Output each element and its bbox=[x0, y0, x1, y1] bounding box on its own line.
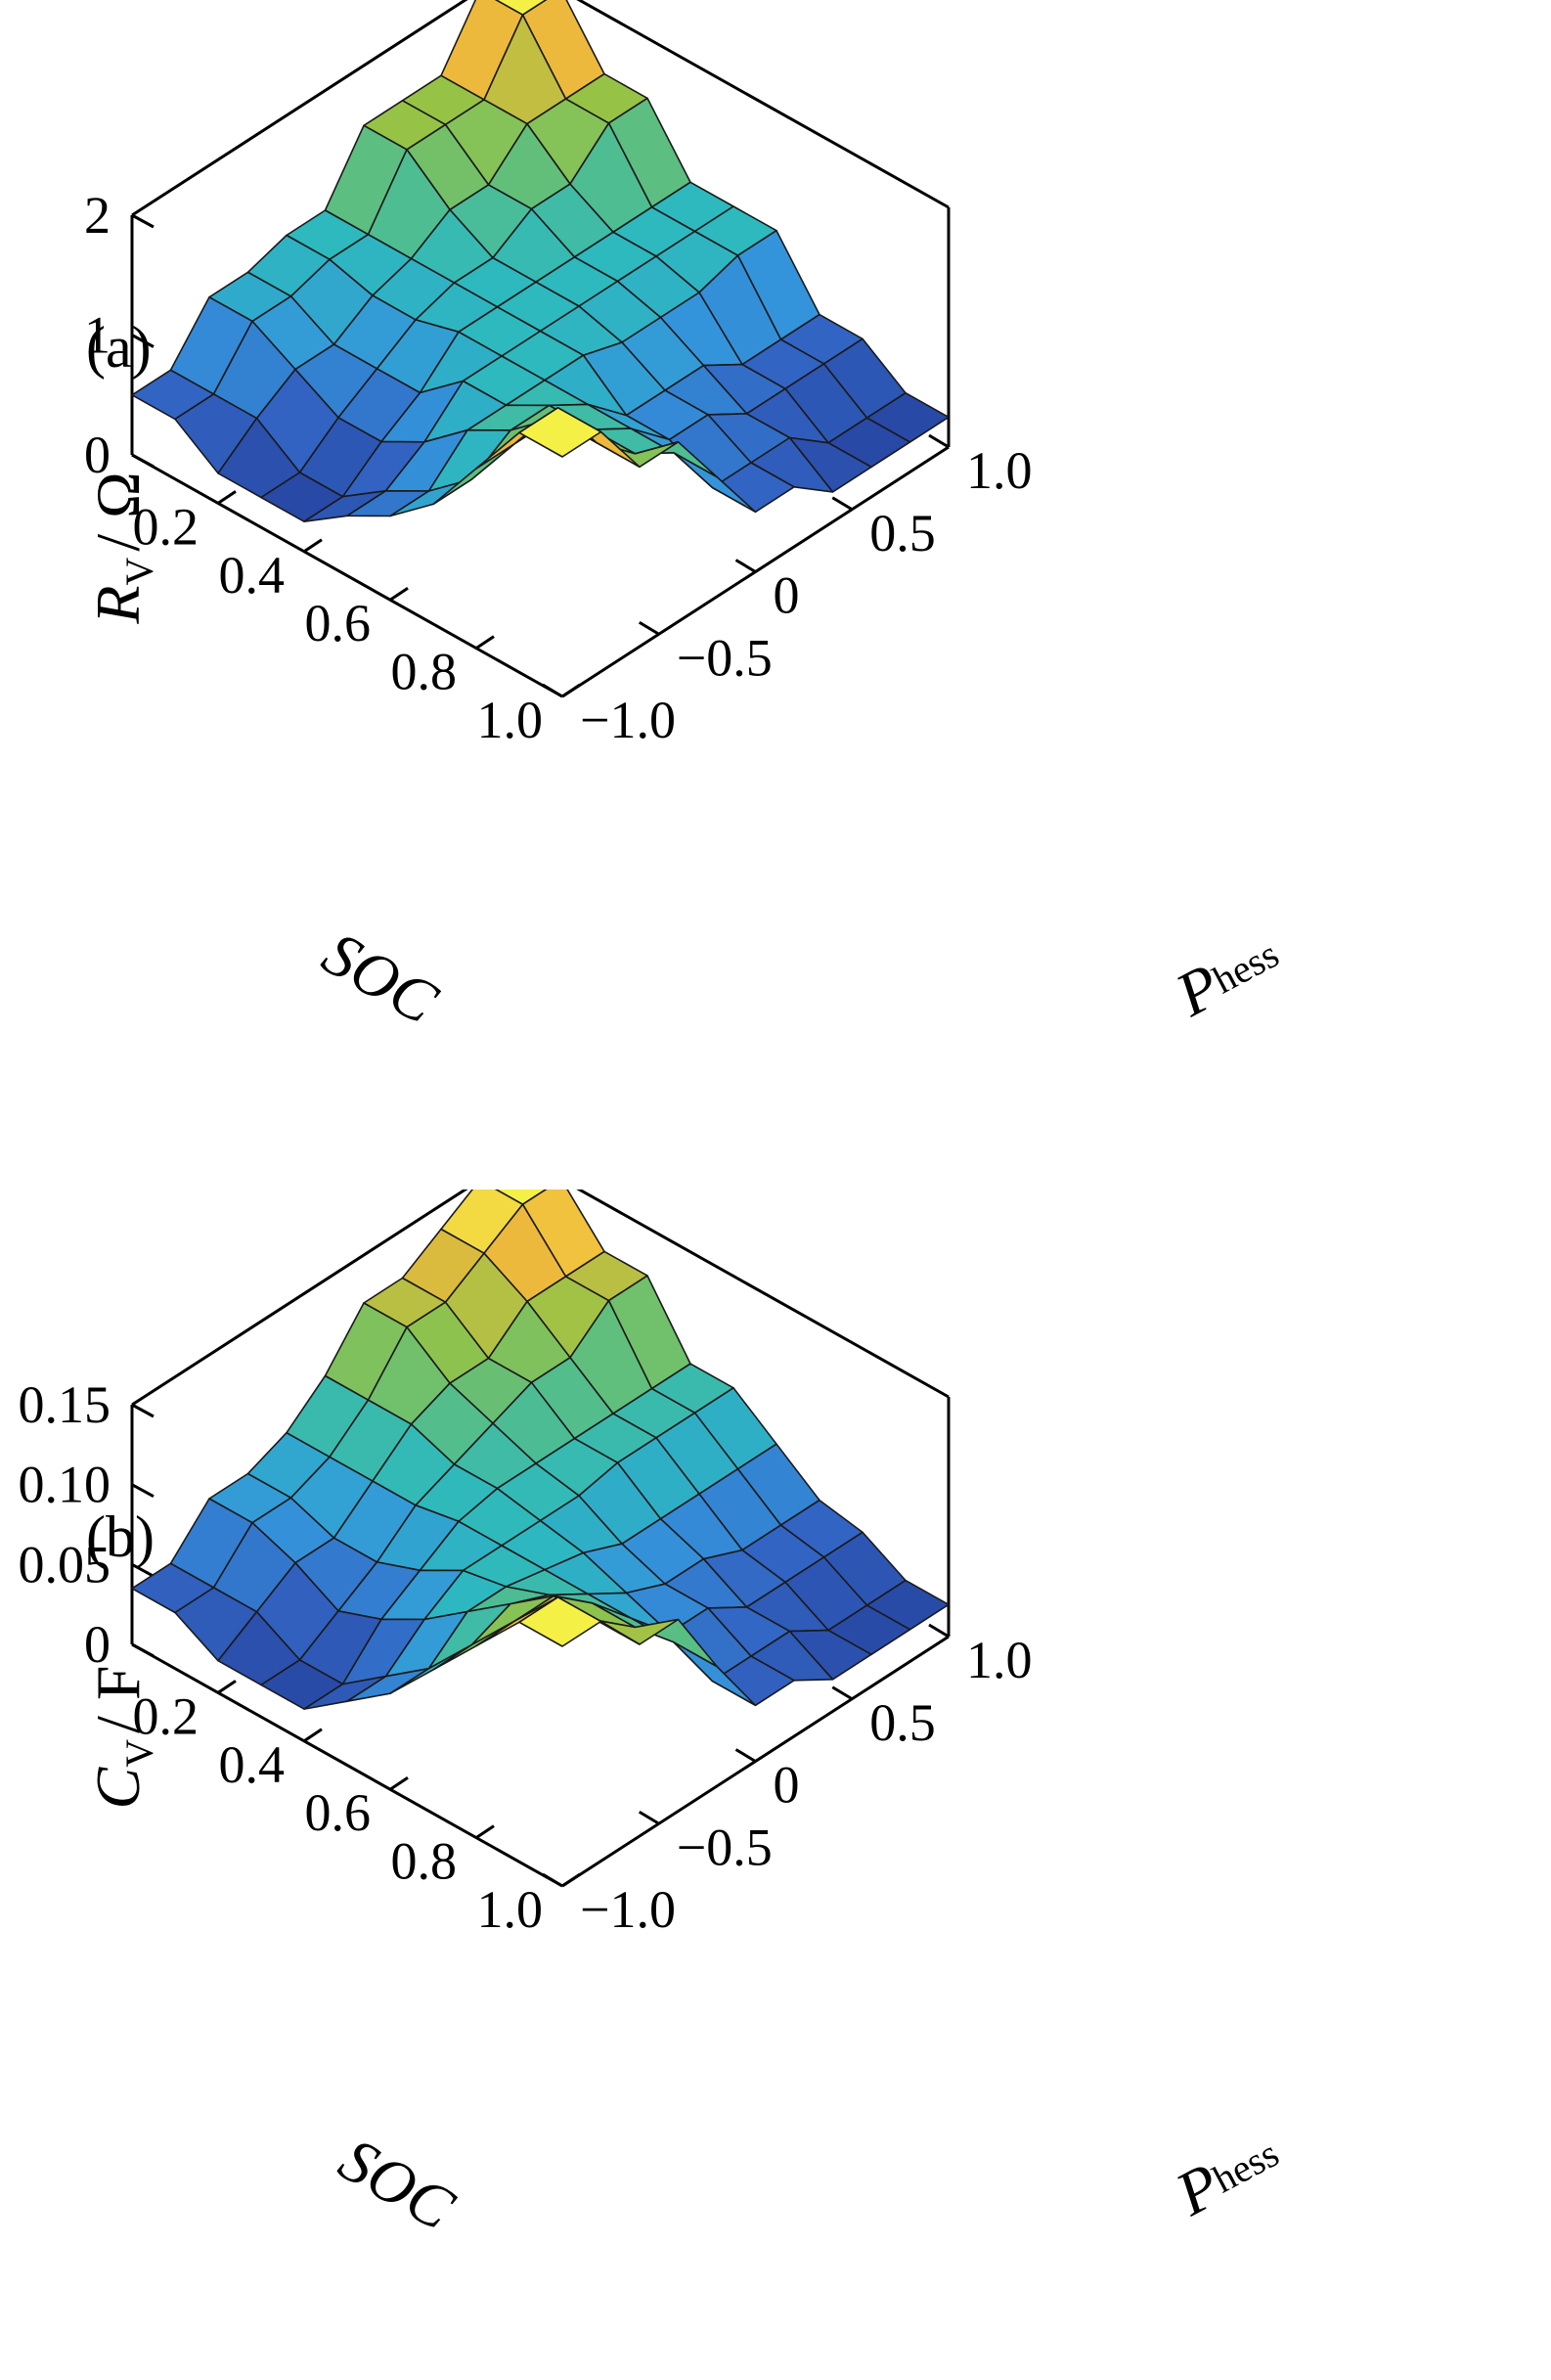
soc-tick-label: 1.0 bbox=[477, 691, 544, 749]
soc-tick-label: 0.4 bbox=[219, 1735, 286, 1794]
z-axis-label-symbol: C bbox=[83, 1766, 153, 1809]
surface-a bbox=[131, 0, 950, 523]
soc-tick-label: 0.4 bbox=[219, 546, 286, 605]
soc-tick-label: 1.0 bbox=[477, 1880, 544, 1939]
z-tick-mark bbox=[131, 1403, 155, 1418]
soc-tick-mark bbox=[561, 1872, 581, 1888]
soc-tick-mark bbox=[389, 586, 409, 602]
soc-tick-label: 0.2 bbox=[133, 497, 199, 556]
soc-tick-label: 0.2 bbox=[133, 1686, 199, 1745]
phess-tick-label: 0.5 bbox=[869, 1693, 936, 1752]
soc-tick-mark bbox=[217, 490, 237, 505]
soc-tick-mark bbox=[217, 1680, 237, 1694]
surface-plot-b: 00.050.100.150.20.40.60.81.0 −1.0−0.500.5… bbox=[19, 1190, 1291, 2244]
phess-tick-mark bbox=[638, 1810, 660, 1825]
z-axis-label: RV / Ω bbox=[83, 472, 161, 624]
soc-tick-mark bbox=[475, 1824, 495, 1839]
soc-axis-label: SOC bbox=[312, 918, 450, 1038]
panel-label: (a) bbox=[86, 315, 152, 380]
phess-tick-mark bbox=[542, 683, 563, 698]
panel-a: 0 1 2 0.2 0.4 0.6 0.8 1.0 −1.0 −0.5 0 0.5 1.0 (a) RV/ … bbox=[83, 0, 1291, 1038]
axes-box-b bbox=[130, 1190, 951, 1658]
front-axes-a bbox=[131, 433, 950, 698]
phess-tick-label: −1.0 bbox=[580, 691, 676, 749]
z-axis-label: CV / F bbox=[83, 1666, 161, 1810]
phess-tick-label: 1.0 bbox=[966, 441, 1033, 500]
soc-tick-mark bbox=[475, 635, 495, 650]
phess-tick-mark bbox=[928, 433, 950, 449]
z-tick-mark bbox=[131, 1483, 155, 1498]
phess-axis-label: Phess bbox=[1164, 2118, 1291, 2229]
soc-tick-mark bbox=[561, 683, 581, 698]
phess-tick-mark bbox=[734, 1748, 757, 1763]
z-tick-label: 0 bbox=[84, 1615, 111, 1674]
z-tick-mark bbox=[131, 334, 155, 348]
z-axis-label-subscript: V bbox=[117, 558, 161, 586]
axes-box-a bbox=[130, 0, 951, 469]
z-axis-label-unit: / F bbox=[83, 1666, 153, 1733]
soc-tick-mark bbox=[303, 538, 323, 554]
phess-tick-mark bbox=[734, 559, 757, 573]
phess-tick-label: 0 bbox=[774, 1756, 800, 1815]
back-top-left-edge bbox=[131, 0, 468, 217]
soc-tick-label: 0.8 bbox=[391, 643, 458, 701]
phess-tick-mark bbox=[831, 496, 854, 512]
z-tick-label: 2 bbox=[84, 186, 111, 245]
phess-tick-label: 0 bbox=[774, 566, 800, 625]
phess-tick-mark bbox=[542, 1872, 563, 1888]
soc-tick-mark bbox=[389, 1775, 409, 1791]
surface-b bbox=[131, 1190, 950, 1710]
panel-label: (b) bbox=[86, 1504, 155, 1569]
z-tick-label: 0.10 bbox=[19, 1456, 111, 1514]
phess-tick-mark bbox=[928, 1623, 950, 1639]
z-tick-mark bbox=[131, 1563, 155, 1578]
back-top-left-edge bbox=[131, 1190, 468, 1407]
soc-tick-mark bbox=[303, 1728, 323, 1743]
phess-tick-label: −0.5 bbox=[677, 628, 773, 687]
z-tick-mark bbox=[131, 213, 155, 229]
soc-axis-line bbox=[131, 453, 563, 698]
phess-tick-label: 1.0 bbox=[966, 1631, 1033, 1689]
phess-tick-label: −0.5 bbox=[677, 1818, 773, 1876]
soc-tick-label: 0.8 bbox=[391, 1832, 458, 1891]
z-tick-label: 0.05 bbox=[19, 1535, 111, 1594]
phess-tick-label: −1.0 bbox=[580, 1880, 676, 1939]
phess-tick-label: 0.5 bbox=[869, 504, 936, 562]
phess-tick-mark bbox=[638, 620, 660, 636]
z-tick-label: 1 bbox=[84, 306, 111, 365]
back-top-right-edge bbox=[576, 1190, 950, 1399]
phess-tick-mark bbox=[831, 1685, 854, 1701]
soc-tick-label: 0.6 bbox=[305, 1783, 372, 1842]
z-axis-label-symbol: R bbox=[83, 586, 153, 625]
soc-axis-label: SOC bbox=[329, 2124, 466, 2244]
z-tick-label: 0.15 bbox=[19, 1375, 111, 1434]
front-axes-b bbox=[131, 1623, 950, 1888]
phess-axis-label: Phess bbox=[1164, 919, 1291, 1030]
z-axis-label-unit: / Ω bbox=[83, 472, 153, 551]
surface-patch bbox=[518, 406, 602, 458]
soc-axis-line bbox=[131, 1642, 563, 1888]
panel-b: 0 0.05 0.10 0.15 0.2 0.4 0.6 0.8 1.0 −1.0 −0.5 0 0.5… bbox=[0, 1190, 1551, 2379]
soc-tick-label: 0.6 bbox=[305, 594, 372, 652]
z-axis-label-subscript: V bbox=[117, 1739, 161, 1768]
back-top-right-edge bbox=[576, 0, 950, 209]
surface-patch bbox=[518, 1595, 602, 1647]
z-tick-label: 0 bbox=[84, 426, 111, 484]
